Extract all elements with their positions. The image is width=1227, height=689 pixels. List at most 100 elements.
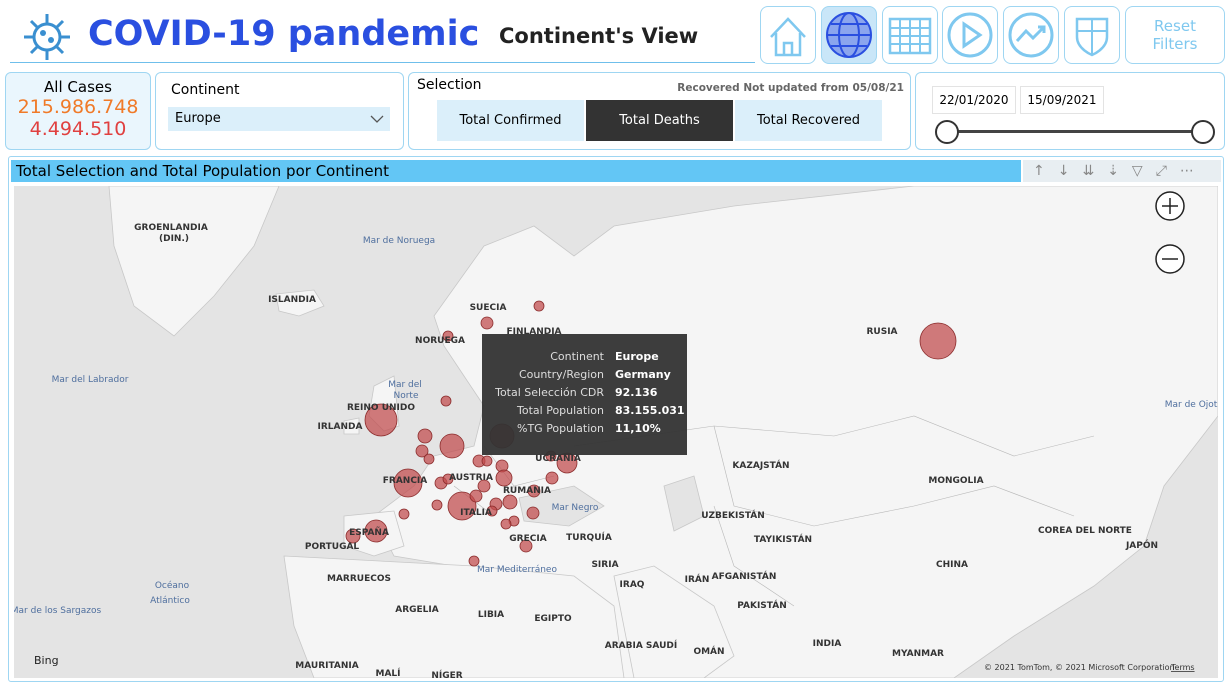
map-label: FRANCIA xyxy=(383,476,428,486)
map-label: MALÍ xyxy=(375,667,401,678)
jhu-button[interactable] xyxy=(1064,6,1120,64)
reset-filters-button[interactable]: Reset Filters xyxy=(1125,6,1225,64)
map-label: AFGANISTÁN xyxy=(712,570,777,582)
map-label: RUSIA xyxy=(866,327,897,337)
map-bubble xyxy=(480,316,494,330)
map-label: SUECIA xyxy=(470,303,507,313)
date-slicer: 22/01/2020 15/09/2021 xyxy=(915,72,1225,150)
map-label: FINLANDIA xyxy=(506,327,561,337)
map-label: MONGOLIA xyxy=(928,476,983,486)
map-bubble xyxy=(545,471,559,485)
home-button[interactable] xyxy=(760,6,816,64)
map-label: INDIA xyxy=(813,639,842,649)
visual-toolbar[interactable]: ↑↓⇊⇣▽⤢⋯ xyxy=(1023,160,1221,182)
play-button[interactable] xyxy=(942,6,998,64)
map-bubble xyxy=(364,403,398,437)
tooltip-value: 83.155.031 xyxy=(615,404,685,417)
map: GROENLANDIA(DIN.) Mar de Noruega ISLANDIA S… xyxy=(14,186,1218,678)
map-label: IRLANDA xyxy=(318,422,363,432)
app-title: COVID-19 pandemic xyxy=(88,14,480,54)
globe-button[interactable] xyxy=(821,6,877,64)
trend-button[interactable] xyxy=(1003,6,1059,64)
map-label: IRAQ xyxy=(620,580,645,590)
map-bubble xyxy=(417,428,433,444)
table-button[interactable] xyxy=(882,6,938,64)
map-bubble xyxy=(477,479,491,493)
tooltip-value: Germany xyxy=(615,368,671,381)
continent-dropdown[interactable]: Europe xyxy=(168,107,390,131)
start-date[interactable]: 22/01/2020 xyxy=(932,86,1016,114)
end-date[interactable]: 15/09/2021 xyxy=(1020,86,1104,114)
map-bubble xyxy=(500,518,512,530)
map-bubble xyxy=(431,499,443,511)
map-label: Mar Mediterráneo xyxy=(477,565,557,575)
tooltip-label: Total Population xyxy=(516,404,604,417)
tooltip xyxy=(482,334,687,455)
map-label: PAKISTÁN xyxy=(737,599,786,611)
map-bubble xyxy=(481,455,493,467)
map-label: COREA DEL NORTE xyxy=(1038,526,1132,536)
selection-option[interactable]: Total Confirmed xyxy=(437,100,584,141)
map-bubble xyxy=(495,469,513,487)
map-bubble xyxy=(345,528,361,544)
map-label: Mar del xyxy=(388,380,422,390)
tooltip-value: Europe xyxy=(615,350,659,363)
map-bubble xyxy=(502,494,518,510)
slicer-label: Selection xyxy=(417,77,482,93)
slider-handle[interactable] xyxy=(1191,120,1215,144)
map-label: Atlántico xyxy=(150,596,190,606)
map-bubble xyxy=(468,555,480,567)
map-label: GROENLANDIA xyxy=(134,223,208,233)
map-bubble xyxy=(398,508,410,520)
map-label: Océano xyxy=(155,580,190,591)
map-label: MYANMAR xyxy=(892,649,944,659)
map-label: EGIPTO xyxy=(534,614,572,624)
slicer-label: Continent xyxy=(171,82,240,98)
tooltip-value: 11,10% xyxy=(615,422,661,435)
map-label: Mar Negro xyxy=(552,503,599,513)
map-label: ITALIA xyxy=(460,508,492,518)
map-label: JAPÓN xyxy=(1125,539,1158,551)
map-label: (DIN.) xyxy=(159,234,189,244)
map-label: GRECIA xyxy=(509,534,546,544)
selection-option[interactable]: Total Recovered xyxy=(735,100,882,141)
map-label: MAURITANIA xyxy=(295,661,359,671)
view-title: Continent's View xyxy=(499,24,699,48)
map-bubble xyxy=(919,322,957,360)
map-label: Mar del Labrador xyxy=(52,375,129,385)
map-bubble xyxy=(526,506,540,520)
selection-option[interactable]: Total Deaths xyxy=(586,100,733,141)
continent-slicer: Continent Europe xyxy=(155,72,404,150)
map-bubble xyxy=(469,489,483,503)
map-bubble xyxy=(527,484,541,498)
slider-track xyxy=(946,130,1202,133)
map-label: NORUEGA xyxy=(415,336,465,346)
tooltip-label: Continent xyxy=(550,350,604,363)
map-bubble xyxy=(393,468,423,498)
virus-icon xyxy=(24,14,70,60)
map-label: IRÁN xyxy=(685,573,710,585)
map-bubble xyxy=(364,519,388,543)
map-label: KAZAJSTÁN xyxy=(732,459,789,471)
tooltip-value: 92.136 xyxy=(615,386,658,399)
card-label: All Cases xyxy=(44,78,112,96)
map-label: Mar de Ojotsk xyxy=(1165,400,1218,410)
map-label: CHINA xyxy=(936,560,968,570)
map-bubble xyxy=(519,539,533,553)
map-label: Mar de Noruega xyxy=(363,236,435,246)
header-rule xyxy=(10,62,755,63)
map-label: TURQUÍA xyxy=(566,531,612,543)
map-bubble xyxy=(439,433,465,459)
slider-handle[interactable] xyxy=(935,120,959,144)
map-bubble xyxy=(442,473,454,485)
map-bubble xyxy=(423,453,435,465)
map-label: ESPAÑA xyxy=(349,527,389,538)
map-bubble xyxy=(447,491,477,521)
map-bubble xyxy=(442,330,454,342)
map-label: NÍGER xyxy=(431,669,462,678)
copyright: © 2021 TomTom, © 2021 Microsoft Corporat… xyxy=(984,663,1175,672)
map-bubble xyxy=(486,505,498,517)
map-label: Norte xyxy=(393,391,418,401)
terms-link[interactable]: Terms xyxy=(1170,663,1195,672)
